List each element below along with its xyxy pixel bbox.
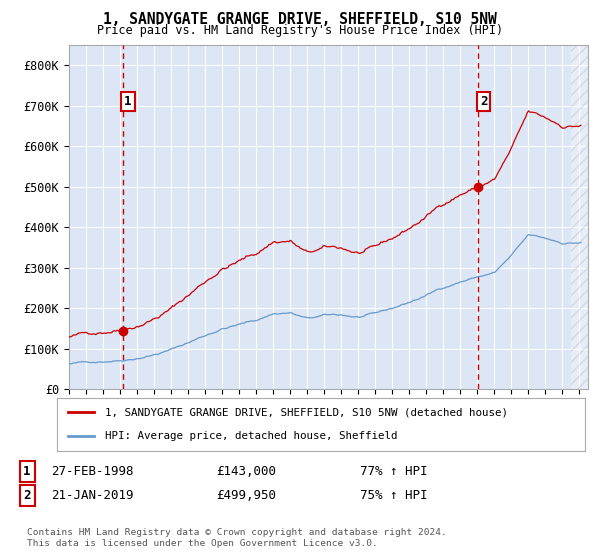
Text: £143,000: £143,000 [216,465,276,478]
Text: 1, SANDYGATE GRANGE DRIVE, SHEFFIELD, S10 5NW: 1, SANDYGATE GRANGE DRIVE, SHEFFIELD, S1… [103,12,497,27]
Text: 77% ↑ HPI: 77% ↑ HPI [360,465,427,478]
Text: 1: 1 [23,465,31,478]
Text: HPI: Average price, detached house, Sheffield: HPI: Average price, detached house, Shef… [104,431,397,441]
Text: £499,950: £499,950 [216,489,276,502]
Text: 2: 2 [23,489,31,502]
Text: Price paid vs. HM Land Registry's House Price Index (HPI): Price paid vs. HM Land Registry's House … [97,24,503,36]
Text: 21-JAN-2019: 21-JAN-2019 [51,489,133,502]
Text: 27-FEB-1998: 27-FEB-1998 [51,465,133,478]
Text: Contains HM Land Registry data © Crown copyright and database right 2024.
This d: Contains HM Land Registry data © Crown c… [27,528,447,548]
Text: 75% ↑ HPI: 75% ↑ HPI [360,489,427,502]
Text: 1, SANDYGATE GRANGE DRIVE, SHEFFIELD, S10 5NW (detached house): 1, SANDYGATE GRANGE DRIVE, SHEFFIELD, S1… [104,408,508,418]
Text: 2: 2 [480,95,487,108]
Text: 1: 1 [124,95,131,108]
Bar [571,45,588,389]
